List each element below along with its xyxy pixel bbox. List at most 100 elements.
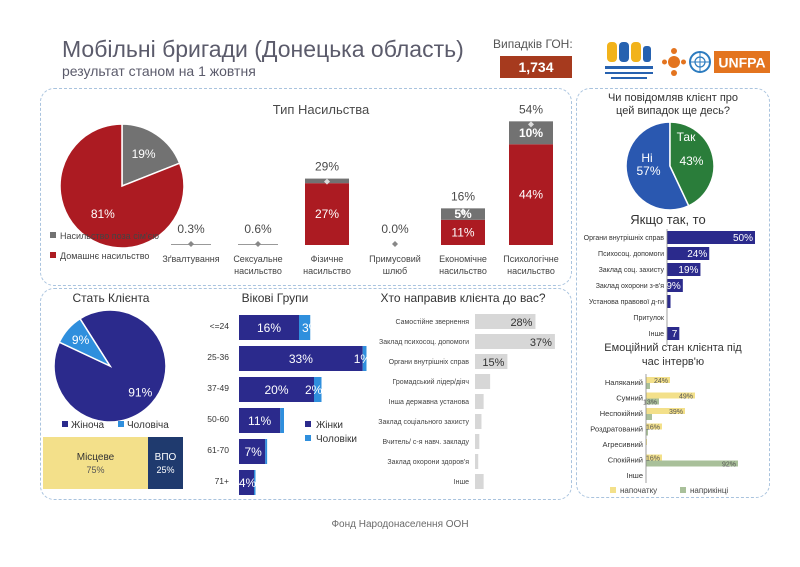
- emotional-state-legend-swatch: [610, 487, 616, 493]
- emotional-state-start-label: 49%: [679, 394, 693, 401]
- age-groups-women-label: 7%: [244, 445, 262, 459]
- if-yes-bar: [667, 263, 701, 276]
- referral-bar-label: 37%: [530, 337, 552, 349]
- violence-type-category-label: Зґвалтування: [162, 254, 219, 264]
- ukrainian-foundation-logo: [605, 42, 653, 79]
- age-groups-women-label: 4%: [239, 476, 257, 490]
- page-subtitle: результат станом на 1 жовтня: [62, 63, 256, 79]
- violence-type-category-label: Фізичне: [311, 254, 344, 264]
- violence-type-marker: [188, 241, 194, 247]
- referral-bar-label: 15%: [482, 357, 504, 369]
- age-groups-women-label: 16%: [257, 321, 281, 335]
- if-yes-bar-label: 24%: [687, 249, 707, 260]
- violence-location-pie-slice: [121, 123, 181, 188]
- age-groups-legend-label: Жінки: [316, 420, 343, 431]
- age-groups-legend-swatch: [305, 435, 311, 441]
- violence-location-legend-label: Домашнє насильство: [60, 251, 149, 261]
- emotional-state-category-label: Роздратований: [590, 425, 643, 434]
- residence-idp-label: ВПО: [155, 452, 177, 463]
- emotional-state-title: Емоційний стан клієнта під: [604, 342, 742, 354]
- violence-type-category-label: насильство: [303, 266, 351, 276]
- violence-location-pie-slice-label: 19%: [132, 147, 156, 161]
- referral-bar: [475, 394, 484, 409]
- footer-text: Фонд Народонаселення ООН: [331, 519, 469, 530]
- age-groups-category-label: 50-60: [207, 414, 229, 424]
- age-groups-category-label: 37-49: [207, 383, 229, 393]
- violence-location-pie-slice-label: 81%: [91, 207, 115, 221]
- violence-type-bar-red: [305, 183, 349, 245]
- if-yes-category-label: Інше: [649, 331, 664, 338]
- age-groups-bar-women: [239, 408, 281, 433]
- reported-elsewhere-name: Ні: [641, 151, 652, 165]
- referral-category-label: Заклад охорони здоров'я: [387, 459, 469, 466]
- reported-elsewhere-pie-slice: [625, 121, 690, 211]
- emotional-state-bar-start: [646, 423, 662, 430]
- if-yes-category-label: Заклад охорони з-в'я: [596, 283, 665, 290]
- violence-type-total-label: 54%: [519, 102, 543, 116]
- residence-bar-idp: [148, 437, 183, 489]
- violence-type-category-label: Психологічне: [503, 254, 559, 264]
- if-yes-bar-label: 19%: [678, 265, 698, 276]
- violence-type-category-label: шлюб: [383, 266, 407, 276]
- violence-type-marker: [324, 178, 330, 185]
- if-yes-bar: [667, 247, 710, 260]
- emotional-state-category-label: Сумний: [616, 394, 643, 403]
- emotional-state-bar-end: [646, 414, 652, 420]
- age-groups-bar-men: [280, 408, 284, 433]
- age-groups-category-label: 25-36: [207, 352, 229, 362]
- violence-location-legend-swatch: [50, 232, 56, 238]
- violence-type-total-label: 0.6%: [244, 222, 272, 236]
- emotional-state-start-label: 24%: [654, 378, 668, 385]
- violence-location-legend-label: Насильство поза сім'єю: [60, 231, 159, 241]
- referral-category-label: Вчитель/ с-я навч. закладу: [383, 439, 470, 446]
- emotional-state-bar-end: [646, 429, 648, 436]
- referral-bar: [475, 314, 536, 329]
- residence-local-value: 75%: [86, 465, 104, 475]
- age-groups-men-label: 3%: [302, 321, 320, 335]
- emotional-state-end-label: 13%: [643, 400, 657, 407]
- if-yes-bar: [667, 327, 680, 340]
- referral-category-label: Інша державна установа: [389, 399, 469, 406]
- age-groups-legend-swatch: [305, 421, 311, 427]
- if-yes-category-label: Притулок: [633, 315, 665, 322]
- age-groups-bar-women: [239, 315, 299, 340]
- referral-category-label: Заклад соціального захисту: [378, 418, 469, 426]
- age-groups-legend-label: Чоловіки: [316, 434, 357, 445]
- referral-category-label: Заклад психосоц. допомоги: [379, 339, 469, 346]
- violence-type-category-label: Економічне: [439, 254, 487, 264]
- referral-bar: [475, 414, 482, 429]
- residence-idp-value: 25%: [156, 465, 174, 475]
- age-groups-title: Вікові Групи: [242, 291, 309, 305]
- residence-bar-local: [43, 437, 148, 489]
- emotional-state-category-label: Агресивний: [602, 440, 643, 449]
- emotional-state-bar-end: [646, 398, 659, 405]
- if-yes-bar-label: 7: [672, 329, 678, 340]
- panel-right: [576, 88, 770, 498]
- age-groups-bar-women: [239, 439, 266, 464]
- emotional-state-bar-start: [646, 439, 647, 445]
- emotional-state-category-label: Інше: [627, 471, 643, 480]
- referral-category-label: Інше: [454, 479, 469, 486]
- violence-type-total-label: 16%: [451, 189, 475, 203]
- age-groups-women-label: 33%: [289, 352, 313, 366]
- referral-category-label: Громадський лідер/діяч: [393, 378, 470, 386]
- violence-type-total-label: 0.3%: [177, 222, 205, 236]
- age-groups-bar-women: [239, 346, 363, 371]
- emotional-state-category-label: Неспокійний: [600, 409, 643, 418]
- client-gender-pie-slice-label: 9%: [72, 333, 90, 347]
- reported-elsewhere-pie-slice-label: 57%: [637, 164, 661, 178]
- emotional-state-start-label: 16%: [646, 425, 660, 432]
- client-gender-legend-label: Чоловіча: [127, 420, 169, 431]
- violence-type-gray-label: 5%: [454, 207, 472, 221]
- emotional-state-legend-label: наприкінці: [690, 486, 728, 495]
- if-yes-bar: [667, 231, 755, 244]
- client-gender-legend-label: Жіноча: [71, 420, 105, 431]
- age-groups-category-label: <=24: [210, 321, 230, 331]
- violence-type-marker: [255, 241, 261, 247]
- emotional-state-start-label: 39%: [669, 409, 683, 416]
- violence-type-marker: [392, 241, 398, 247]
- violence-type-red-label: 27%: [315, 207, 339, 221]
- age-groups-men-label: 1%: [354, 352, 372, 366]
- referral-bar: [475, 354, 508, 369]
